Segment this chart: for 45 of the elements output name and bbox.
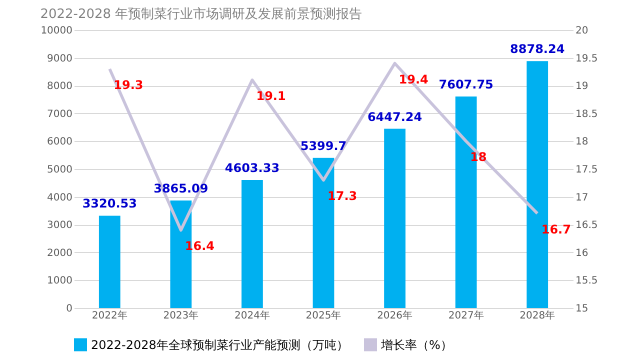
data-label: 6447.24 (367, 110, 422, 124)
legend-label: 2022-2028年全球预制菜行业产能预测（万吨） (91, 338, 348, 352)
y-tick-label: 3000 (47, 220, 72, 232)
bar (98, 216, 120, 308)
bar (242, 180, 263, 308)
y-tick-label: 1000 (47, 276, 72, 287)
y-tick-label: 2000 (47, 248, 72, 259)
y2-tick-label: 17 (576, 192, 588, 204)
data-label: 19.1 (256, 89, 286, 104)
bar (384, 128, 406, 308)
y-tick-label: 8000 (47, 81, 72, 92)
y-tick-label: 0 (66, 304, 72, 314)
data-label: 8878.24 (510, 42, 565, 56)
y2-tick-label: 15.5 (576, 276, 598, 287)
legend-label: 增长率（%） (380, 338, 452, 352)
y2-tick-label: 15 (576, 304, 588, 314)
x-tick-label: 2028年 (520, 310, 556, 322)
y-tick-label: 5000 (47, 164, 72, 176)
x-tick-label: 2026年 (377, 310, 413, 322)
y2-tick-label: 18.5 (576, 108, 598, 120)
y-tick-label: 7000 (47, 108, 72, 120)
x-tick-label: 2023年 (163, 310, 199, 322)
data-label: 3865.09 (154, 182, 208, 196)
data-label: 7607.75 (438, 78, 494, 92)
y2-tick-label: 17.5 (576, 164, 598, 176)
y2-tick-label: 19 (576, 81, 588, 92)
y-tick-label: 9000 (47, 53, 72, 64)
x-tick-label: 2025年 (306, 310, 342, 322)
x-tick-label: 2024年 (234, 310, 270, 322)
y2-tick-label: 20 (576, 26, 588, 36)
y-tick-label: 6000 (47, 136, 72, 148)
data-label: 19.4 (398, 72, 428, 86)
x-tick-label: 2022年 (92, 310, 128, 322)
data-label: 5399.7 (300, 138, 347, 153)
data-label: 4603.33 (224, 161, 280, 176)
y2-tick-label: 16 (576, 248, 588, 259)
data-label: 3320.53 (82, 196, 137, 211)
y2-tick-label: 16.5 (576, 220, 598, 232)
y2-tick-label: 19.5 (576, 53, 598, 64)
chart-title: 2022-2028 年预制菜行业市场调研及发展前景预测报告 (40, 7, 362, 22)
x-tick-label: 2027年 (448, 310, 484, 322)
data-label: 19.3 (114, 78, 144, 92)
y2-tick-label: 18 (576, 136, 588, 148)
y-tick-label: 4000 (47, 192, 72, 204)
y-tick-label: 10000 (40, 26, 72, 36)
